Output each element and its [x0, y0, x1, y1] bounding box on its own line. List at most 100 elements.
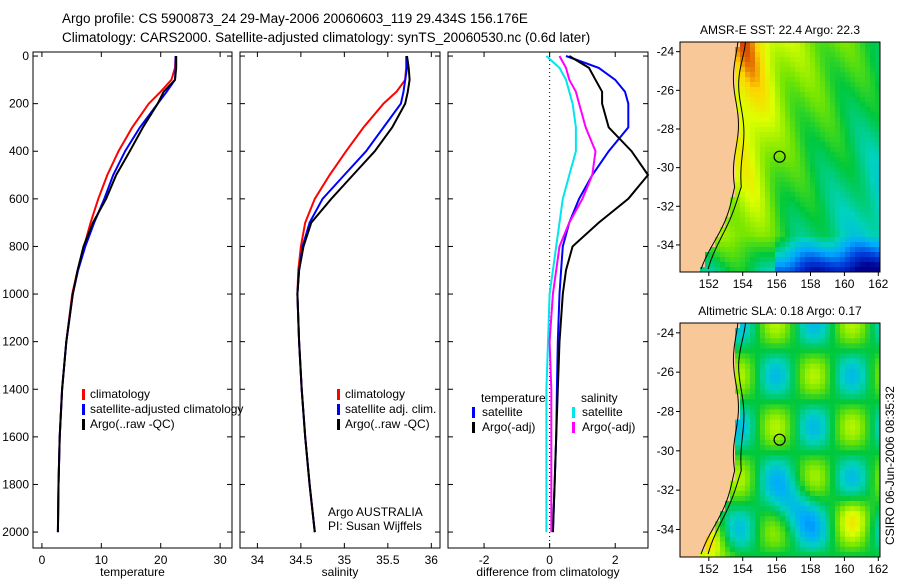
map-cell: [780, 546, 786, 553]
y-tick-label: -26: [657, 83, 675, 97]
map-cell: [795, 531, 801, 538]
map-cell: [800, 92, 806, 98]
map-cell: [760, 52, 766, 58]
map-cell: [775, 172, 781, 178]
map-cell: [725, 399, 731, 405]
map-cell: [785, 172, 791, 178]
map-cell: [830, 536, 836, 543]
map-cell: [810, 102, 816, 108]
map-cell: [870, 42, 876, 48]
map-cell: [680, 52, 686, 58]
map-cell: [765, 511, 771, 517]
map-cell: [725, 227, 731, 233]
map-cell: [700, 127, 706, 133]
map-cell: [750, 257, 756, 263]
map-cell: [780, 414, 786, 421]
map-cell: [815, 57, 821, 63]
map-cell: [805, 404, 811, 410]
map-cell: [830, 399, 836, 405]
map-cell: [705, 247, 711, 253]
map-cell: [865, 516, 871, 522]
map-cell: [685, 87, 691, 93]
map-cell: [810, 419, 816, 426]
map-cell: [695, 187, 701, 193]
map-cell: [870, 87, 876, 93]
map-cell: [835, 197, 841, 203]
map-cell: [805, 92, 811, 98]
map-cell: [850, 343, 856, 349]
map-cell: [740, 353, 746, 360]
map-cell: [695, 429, 701, 436]
map-cell: [760, 511, 766, 517]
map-cell: [710, 338, 716, 344]
map-cell: [695, 232, 701, 238]
map-cell: [820, 202, 826, 208]
map-cell: [705, 526, 711, 533]
map-cell: [685, 167, 691, 173]
map-cell: [770, 384, 776, 390]
map-cell: [730, 434, 736, 441]
map-cell: [745, 207, 751, 213]
map-cell: [850, 424, 856, 431]
map-cell: [775, 197, 781, 203]
map-cell: [720, 526, 726, 533]
map-cell: [740, 450, 746, 456]
map-cell: [770, 117, 776, 123]
map-cell: [860, 373, 866, 380]
map-cell: [790, 187, 796, 193]
map-cell: [775, 212, 781, 218]
map-cell: [780, 97, 786, 103]
map-cell: [870, 112, 876, 118]
map-cell: [685, 338, 691, 344]
map-cell: [700, 112, 706, 118]
map-cell: [700, 177, 706, 183]
map-cell: [715, 521, 721, 527]
map-cell: [870, 455, 876, 461]
map-cell: [815, 182, 821, 188]
map-cell: [830, 267, 836, 273]
map-cell: [680, 460, 686, 466]
map-cell: [870, 440, 876, 446]
map-cell: [710, 67, 716, 73]
map-cell: [770, 343, 776, 349]
map-cell: [720, 348, 726, 354]
map-cell: [765, 112, 771, 118]
map-cell: [750, 536, 756, 543]
map-cell: [815, 333, 821, 339]
map-cell: [705, 475, 711, 482]
map-cell: [720, 157, 726, 163]
map-cell: [835, 117, 841, 123]
map-cell: [850, 333, 856, 339]
map-cell: [810, 404, 816, 410]
series-line-satellite: [545, 55, 577, 533]
map-cell: [735, 480, 741, 487]
map-cell: [800, 167, 806, 173]
map-cell: [870, 460, 876, 466]
y-tick-label: 600: [9, 192, 29, 206]
map-cell: [865, 177, 871, 183]
map-cell: [835, 465, 841, 471]
map-cell: [815, 434, 821, 441]
map-cell: [750, 122, 756, 128]
map-cell: [840, 384, 846, 390]
map-cell: [865, 97, 871, 103]
map-cell: [875, 102, 881, 108]
map-cell: [775, 237, 781, 243]
map-cell: [750, 429, 756, 436]
map-cell: [820, 247, 826, 253]
map-cell: [745, 122, 751, 128]
map-cell: [690, 409, 696, 416]
map-cell: [855, 338, 861, 344]
map-cell: [755, 490, 761, 497]
map-cell: [855, 77, 861, 83]
map-cell: [735, 122, 741, 128]
map-cell: [810, 445, 816, 451]
map-cell: [800, 112, 806, 118]
map-cell: [795, 323, 801, 329]
map-cell: [710, 414, 716, 421]
map-cell: [775, 92, 781, 98]
map-cell: [860, 368, 866, 375]
map-cell: [750, 267, 756, 273]
map-cell: [710, 42, 716, 48]
map-cell: [835, 152, 841, 158]
